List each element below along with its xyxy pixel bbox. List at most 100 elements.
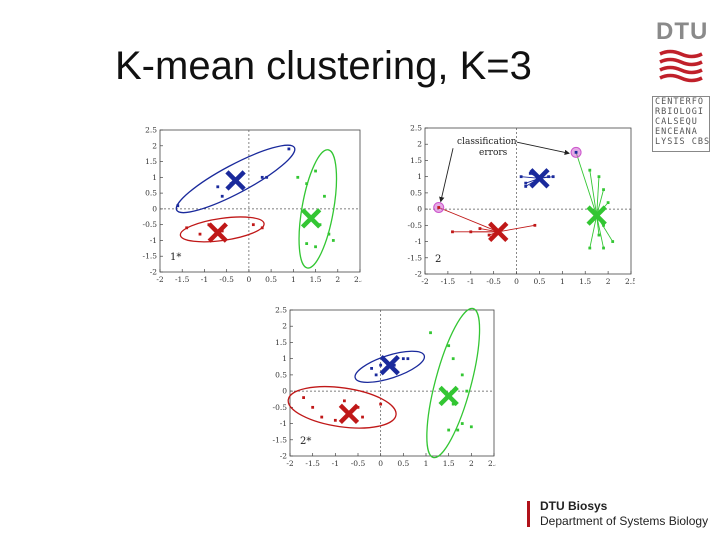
data-point-blue — [524, 185, 528, 188]
data-point-blue — [216, 185, 220, 189]
data-point-green — [429, 331, 432, 335]
footer-org: DTU Biosys — [540, 499, 608, 513]
y-tick-label: -0.5 — [143, 220, 158, 229]
centroid-green — [586, 205, 607, 226]
data-point-red — [302, 396, 305, 399]
centroid-blue — [225, 170, 246, 191]
cluster-outline-blue — [354, 350, 426, 383]
scatter-plot-2: -2 -1.5 -1 -0.5 0 0.5 1 1.5 2 2.5 2.5 2 1.5 1 0.5 0 -0.5… — [408, 124, 635, 287]
x-tick-label: -1.5 — [305, 459, 320, 468]
data-point-red — [469, 230, 473, 234]
panel-label: 1* — [170, 252, 181, 263]
data-point-green — [602, 188, 605, 192]
dtu-wave-line — [659, 73, 703, 83]
data-point-blue — [392, 363, 396, 367]
y-tick-label: 1.5 — [275, 338, 287, 347]
x-tick-label: 0 — [378, 459, 383, 468]
data-point-blue — [374, 373, 378, 377]
y-tick-label: -1.5 — [408, 253, 423, 262]
assignment-line — [589, 170, 598, 216]
annotation-text: classification — [457, 137, 517, 147]
data-point-red — [260, 226, 264, 230]
y-tick-label: 2.5 — [275, 306, 287, 315]
y-tick-label: 0 — [152, 204, 157, 213]
dtu-wave-line — [659, 57, 703, 67]
x-tick-label: 0 — [514, 277, 519, 286]
data-point-green — [460, 422, 464, 425]
x-tick-label: 1 — [291, 275, 296, 284]
centroid-blue — [379, 354, 400, 376]
data-point-red — [198, 232, 202, 236]
data-point-red — [311, 405, 315, 409]
y-tick-label: 2 — [417, 140, 422, 149]
y-tick-label: 0.5 — [145, 189, 157, 198]
plot-frame — [289, 309, 495, 457]
x-tick-label: 1.5 — [579, 277, 591, 286]
x-tick-label: 2 — [606, 277, 611, 286]
data-point-green — [611, 240, 615, 243]
x-tick-label: 2.5 — [488, 459, 496, 468]
x-tick-label: 2 — [335, 275, 340, 284]
data-point-green — [305, 242, 309, 245]
y-tick-label: 1.5 — [410, 156, 422, 165]
x-tick-label: 1 — [424, 459, 429, 468]
centroid-red — [338, 403, 360, 425]
data-point-green — [606, 201, 610, 205]
scatter-plot-3: -2 -1.5 -1 -0.5 0 0.5 1 1.5 2 2.5 2.5 2 1.5 1 0.5 0 -0.5… — [273, 306, 496, 469]
data-point-red — [361, 415, 364, 419]
x-tick-label: 0 — [246, 275, 251, 284]
y-tick-label: 2.5 — [410, 124, 422, 133]
assignment-line — [438, 207, 499, 233]
data-point-red — [478, 227, 482, 230]
data-point-green — [451, 357, 455, 361]
x-tick-label: 0.5 — [533, 277, 545, 286]
y-tick-label: -2 — [280, 452, 288, 461]
data-point-blue — [370, 367, 373, 370]
slide-title: K-mean clustering, K=3 — [115, 44, 532, 88]
data-point-green — [597, 233, 601, 237]
y-tick-label: -1 — [280, 419, 287, 428]
data-point-green — [460, 373, 464, 377]
x-tick-label: -0.5 — [219, 275, 234, 284]
data-point-blue — [528, 172, 532, 175]
cbs-logo-line: ENCEANA — [655, 127, 698, 137]
data-point-red — [533, 223, 537, 227]
data-point-green — [296, 175, 300, 179]
y-tick-label: -0.5 — [408, 221, 423, 230]
data-point-red — [437, 206, 441, 209]
data-point-red — [343, 399, 346, 403]
x-tick-label: 0.5 — [265, 275, 277, 284]
cbs-logo-line: CENTERFO — [655, 97, 704, 107]
data-point-red — [451, 230, 454, 234]
data-point-blue — [401, 357, 405, 361]
x-tick-label: -1.5 — [175, 275, 190, 284]
y-tick-label: 1 — [282, 354, 287, 363]
y-tick-label: 2 — [152, 141, 157, 150]
data-point-red — [251, 223, 255, 227]
y-tick-label: -1 — [415, 237, 422, 246]
centroid-green — [300, 208, 322, 229]
data-point-red — [487, 233, 491, 237]
x-tick-label: 2 — [469, 459, 474, 468]
centroid-blue — [529, 168, 550, 189]
data-point-green — [451, 402, 455, 406]
cbs-logo-line: RBIOLOGI — [655, 107, 704, 117]
cbs-logo-line: LYSIS CBS — [655, 137, 711, 147]
y-tick-label: 0.5 — [275, 370, 287, 379]
cbs-logo: CENTERFO RBIOLOGI CALSEQU ENCEANA LYSIS … — [652, 96, 710, 152]
x-tick-label: 2.5 — [625, 277, 635, 286]
centroid-red — [488, 221, 509, 243]
y-tick-label: -1 — [150, 236, 157, 245]
data-point-green — [465, 389, 469, 393]
x-tick-label: 2.5 — [354, 275, 362, 284]
y-tick-label: -2 — [150, 268, 158, 277]
data-point-blue — [260, 175, 264, 179]
data-point-blue — [406, 357, 410, 361]
x-tick-label: -2 — [156, 275, 164, 284]
dtu-wave-line — [659, 49, 703, 59]
dtu-wave-icon — [659, 49, 703, 83]
data-point-blue — [379, 363, 383, 367]
data-point-green — [305, 182, 309, 186]
assignment-line — [596, 176, 600, 216]
data-point-green — [331, 239, 335, 242]
